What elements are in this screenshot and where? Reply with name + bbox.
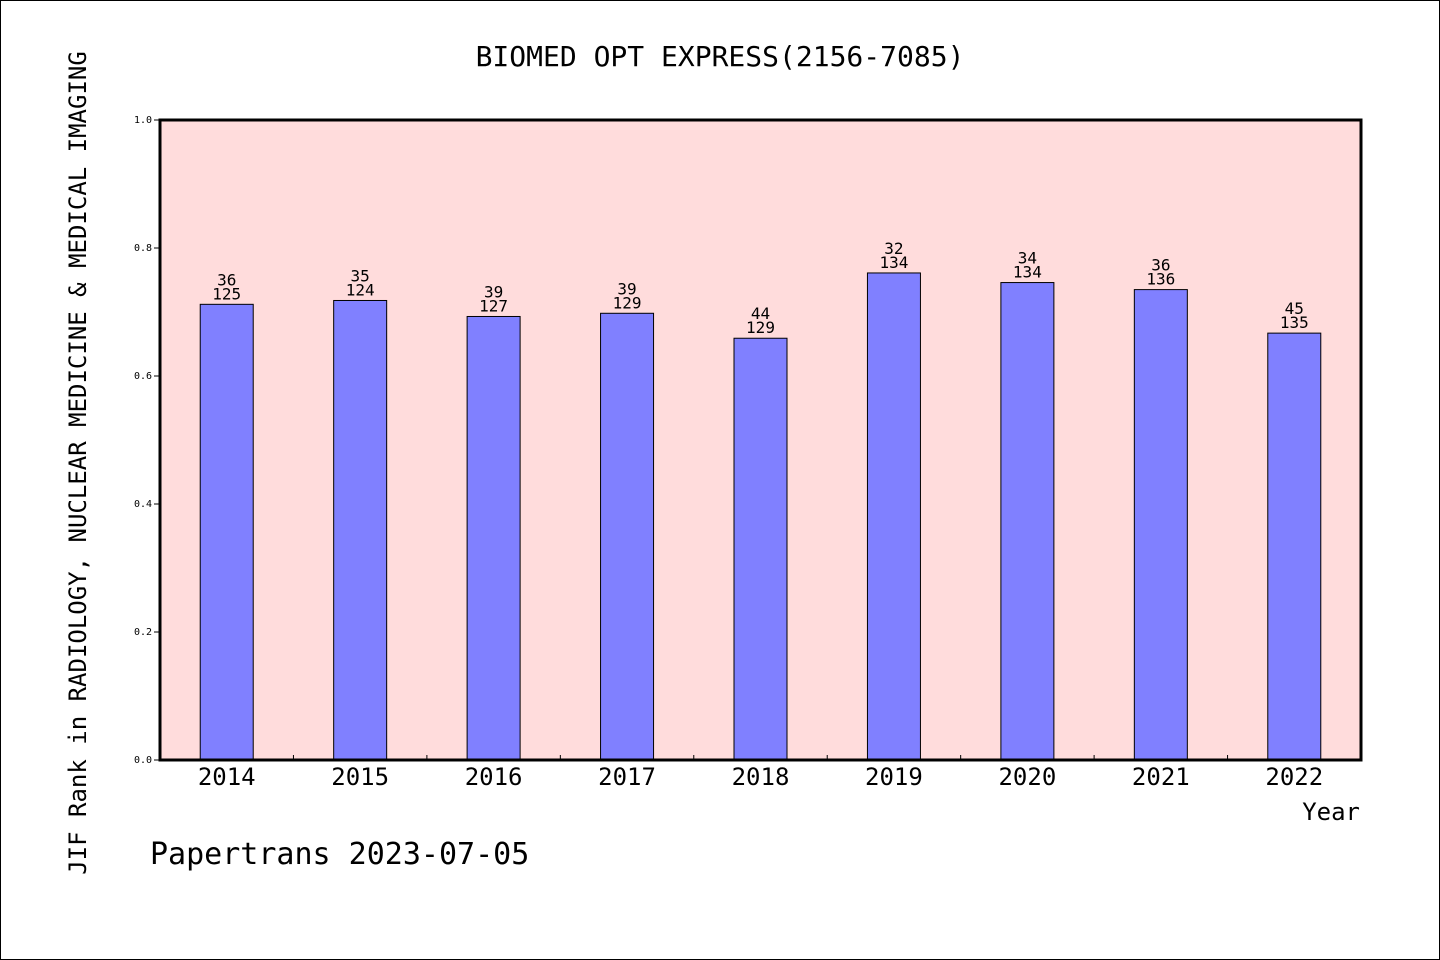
chart-title: BIOMED OPT EXPRESS(2156-7085) [476, 40, 965, 73]
y-tick-label: 1.0 [134, 115, 152, 126]
x-tick-label: 2015 [331, 763, 389, 791]
bar-rank-label: 32 [884, 239, 903, 258]
x-tick-label: 2018 [732, 763, 790, 791]
bar-rank-label: 45 [1285, 299, 1304, 318]
x-tick-label: 2021 [1132, 763, 1190, 791]
x-tick-label: 2014 [198, 763, 256, 791]
x-axis: 2014 2015 2016 2017 2018 2019 2020 2021 2022 [198, 755, 1323, 791]
bar-2016 [466, 315, 521, 761]
bar-rank-label: 36 [217, 270, 236, 289]
x-tick-label: 2017 [598, 763, 656, 791]
x-tick-label: 2016 [465, 763, 523, 791]
y-tick-label: 0.0 [134, 755, 152, 766]
y-axis: 0.0 0.2 0.4 0.6 0.8 1.0 [134, 115, 160, 766]
footer-watermark: Papertrans 2023-07-05 [150, 837, 529, 872]
bar-total-label: 125 [212, 284, 241, 303]
y-tick-label: 0.2 [134, 627, 152, 638]
bar-rank-label: 39 [617, 279, 636, 298]
bar-2022 [1267, 332, 1322, 761]
bar-rank-label: 35 [351, 266, 370, 285]
bar-2021 [1133, 289, 1188, 761]
bars-layer [199, 272, 1322, 761]
y-axis-label: JIF Rank in RADIOLOGY, NUCLEAR MEDICINE … [64, 51, 92, 875]
y-tick-label: 0.6 [134, 371, 152, 382]
bar-total-label: 124 [346, 280, 375, 299]
bar-rank-label: 39 [484, 282, 503, 301]
bar-total-label: 134 [879, 253, 908, 272]
bar-total-label: 135 [1280, 313, 1309, 332]
bar-total-label: 134 [1013, 263, 1042, 282]
bar-2019 [866, 272, 921, 761]
x-axis-label: Year [1302, 798, 1360, 826]
bar-total-label: 136 [1146, 270, 1175, 289]
bar-total-label: 127 [479, 296, 508, 315]
y-tick-label: 0.4 [134, 499, 152, 510]
bar-2018 [733, 337, 788, 761]
bar-2017 [600, 312, 655, 761]
bar-total-label: 129 [746, 318, 775, 337]
bar-total-label: 129 [613, 293, 642, 312]
x-tick-label: 2019 [865, 763, 923, 791]
bar-rank-label: 34 [1018, 249, 1037, 268]
x-tick-label: 2020 [998, 763, 1056, 791]
bar-rank-label: 44 [751, 304, 770, 323]
y-tick-label: 0.8 [134, 243, 152, 254]
bar-2020 [1000, 282, 1055, 761]
bar-rank-label: 36 [1151, 256, 1170, 275]
x-tick-label: 2022 [1265, 763, 1323, 791]
bar-2014 [199, 303, 254, 761]
plot-border [158, 118, 1363, 762]
bar-2015 [333, 299, 388, 761]
